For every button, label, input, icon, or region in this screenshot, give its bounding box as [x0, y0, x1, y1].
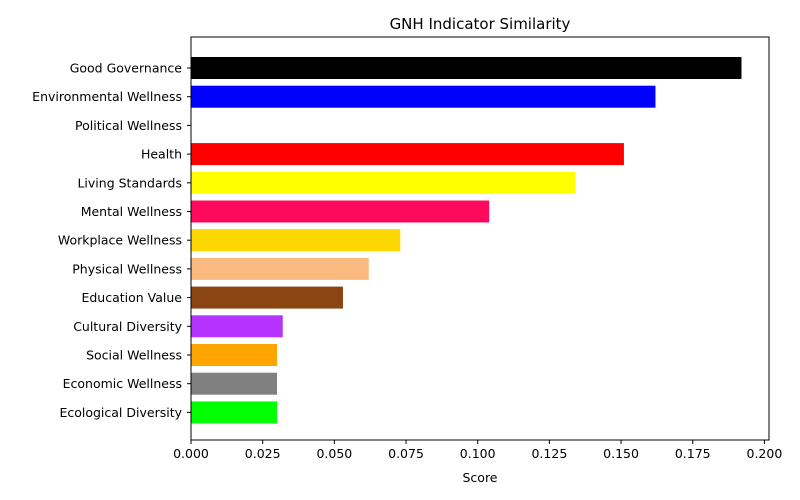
y-tick-label: Health: [141, 147, 182, 162]
y-tick-label: Education Value: [81, 290, 182, 305]
y-tick-label: Social Wellness: [86, 348, 182, 363]
y-tick-label: Political Wellness: [75, 118, 182, 133]
x-tick-label: 0.050: [316, 446, 352, 461]
bar: [191, 171, 576, 194]
x-axis: 0.000 0.025 0.050 0.075 0.100 0.125 0.150 0.175…: [173, 440, 782, 461]
bar: [191, 286, 343, 309]
bar: [191, 143, 624, 166]
plot-frame: [190, 36, 770, 441]
x-tick-label: 0.100: [460, 446, 496, 461]
y-tick-label: Good Governance: [70, 61, 183, 76]
chart-title: GNH Indicator Similarity: [390, 15, 571, 33]
x-tick-label: 0.175: [675, 446, 711, 461]
y-tick-label: Economic Wellness: [63, 376, 182, 391]
bar: [191, 57, 742, 79]
y-tick-label: Workplace Wellness: [58, 233, 182, 248]
x-tick-label: 0.200: [747, 446, 783, 461]
x-tick-label: 0.075: [388, 446, 424, 461]
bar: [191, 257, 369, 280]
y-axis: Good Governance Environmental Wellness Pol…: [32, 61, 191, 420]
bar: [191, 85, 656, 108]
y-tick-label: Ecological Diversity: [59, 405, 182, 420]
bars-layer: [191, 57, 742, 424]
x-axis-label: Score: [462, 470, 497, 485]
y-tick-label: Living Standards: [77, 175, 182, 190]
x-tick-label: 0.000: [173, 446, 209, 461]
x-tick-label: 0.025: [245, 446, 281, 461]
y-tick-label: Mental Wellness: [81, 204, 182, 219]
bar: [191, 200, 490, 223]
bar: [191, 229, 401, 252]
bar: [191, 344, 278, 366]
bar: [191, 315, 283, 338]
bar: [191, 401, 278, 424]
y-tick-label: Environmental Wellness: [32, 89, 182, 104]
x-tick-label: 0.150: [603, 446, 639, 461]
bar: [191, 372, 278, 395]
x-tick-label: 0.125: [531, 446, 567, 461]
y-tick-label: Cultural Diversity: [73, 319, 182, 334]
y-tick-label: Physical Wellness: [72, 261, 182, 276]
